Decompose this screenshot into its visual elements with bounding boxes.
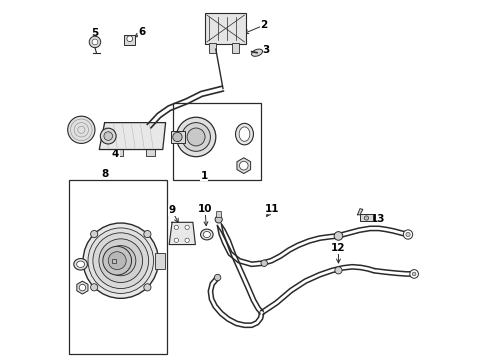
Circle shape bbox=[333, 231, 342, 240]
Circle shape bbox=[105, 246, 136, 276]
Text: 4: 4 bbox=[111, 149, 119, 159]
Text: 5: 5 bbox=[91, 28, 99, 38]
Circle shape bbox=[174, 238, 178, 242]
Text: 7: 7 bbox=[78, 116, 85, 126]
Text: 8: 8 bbox=[102, 168, 109, 179]
Circle shape bbox=[126, 36, 132, 41]
Bar bbox=[171, 131, 184, 143]
Circle shape bbox=[409, 270, 418, 278]
Bar bbox=[155, 253, 164, 269]
Text: 2: 2 bbox=[260, 20, 267, 30]
Bar bbox=[208, 42, 215, 53]
Circle shape bbox=[104, 132, 112, 140]
Circle shape bbox=[261, 260, 267, 266]
Text: 10: 10 bbox=[198, 204, 212, 215]
Circle shape bbox=[184, 238, 189, 242]
Bar bbox=[204, 13, 246, 44]
Circle shape bbox=[176, 117, 215, 157]
Text: 3: 3 bbox=[262, 45, 269, 55]
Circle shape bbox=[172, 132, 182, 141]
Circle shape bbox=[403, 230, 412, 239]
Polygon shape bbox=[357, 209, 362, 215]
Ellipse shape bbox=[203, 231, 210, 238]
Bar bbox=[112, 258, 116, 263]
Circle shape bbox=[90, 230, 98, 238]
Circle shape bbox=[112, 252, 129, 270]
Circle shape bbox=[174, 225, 178, 229]
Circle shape bbox=[89, 36, 101, 48]
Circle shape bbox=[90, 284, 98, 291]
Circle shape bbox=[100, 128, 116, 144]
Bar bbox=[231, 42, 239, 53]
Circle shape bbox=[411, 272, 415, 276]
Circle shape bbox=[93, 233, 148, 289]
Circle shape bbox=[182, 123, 210, 151]
Circle shape bbox=[364, 216, 368, 220]
Circle shape bbox=[239, 161, 247, 170]
Bar bbox=[145, 149, 155, 156]
Polygon shape bbox=[169, 222, 195, 244]
Circle shape bbox=[99, 239, 142, 283]
Circle shape bbox=[92, 39, 98, 45]
Circle shape bbox=[83, 223, 158, 298]
Circle shape bbox=[88, 228, 153, 293]
Ellipse shape bbox=[235, 123, 253, 145]
Circle shape bbox=[215, 216, 222, 223]
Circle shape bbox=[184, 225, 189, 229]
Circle shape bbox=[214, 274, 221, 281]
Bar bbox=[113, 149, 122, 156]
Text: 9: 9 bbox=[168, 206, 175, 216]
Ellipse shape bbox=[77, 261, 84, 267]
Circle shape bbox=[405, 232, 409, 237]
Circle shape bbox=[143, 230, 151, 238]
Text: 12: 12 bbox=[330, 243, 345, 253]
Text: 11: 11 bbox=[264, 204, 279, 214]
Text: 6: 6 bbox=[139, 27, 145, 37]
Bar bbox=[172, 103, 260, 180]
Bar bbox=[216, 211, 221, 217]
Bar bbox=[124, 35, 135, 45]
Bar bbox=[69, 180, 167, 354]
Text: 1: 1 bbox=[200, 171, 207, 181]
Circle shape bbox=[108, 252, 126, 270]
Circle shape bbox=[143, 284, 151, 291]
Ellipse shape bbox=[200, 229, 213, 240]
Ellipse shape bbox=[251, 49, 262, 56]
Ellipse shape bbox=[74, 258, 87, 270]
Bar bbox=[359, 215, 372, 221]
Circle shape bbox=[102, 246, 131, 275]
Ellipse shape bbox=[239, 127, 249, 141]
Circle shape bbox=[79, 284, 85, 291]
Circle shape bbox=[334, 267, 341, 274]
Polygon shape bbox=[99, 123, 165, 149]
Circle shape bbox=[187, 128, 204, 146]
Text: 13: 13 bbox=[370, 215, 385, 224]
Circle shape bbox=[67, 116, 95, 143]
